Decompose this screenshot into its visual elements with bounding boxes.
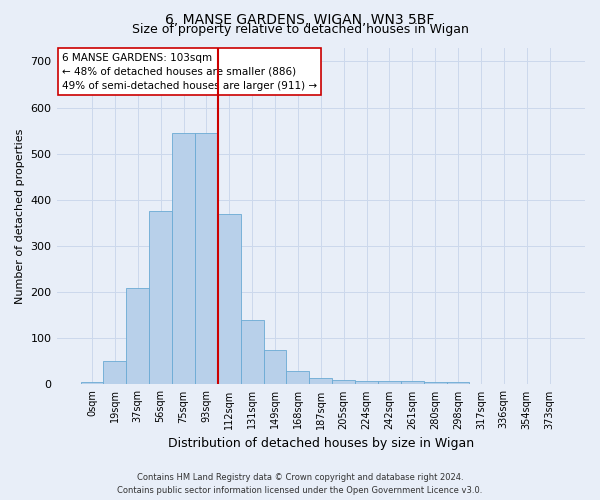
Bar [172, 133, 195, 384]
Bar [241, 320, 263, 384]
X-axis label: Distribution of detached houses by size in Wigan: Distribution of detached houses by size … [168, 437, 474, 450]
Bar [80, 382, 103, 384]
Y-axis label: Number of detached properties: Number of detached properties [15, 128, 25, 304]
Bar [401, 381, 424, 384]
Bar [218, 214, 241, 384]
Bar [149, 212, 172, 384]
Bar [195, 133, 218, 384]
Bar [103, 362, 127, 384]
Bar [332, 380, 355, 384]
Text: 6, MANSE GARDENS, WIGAN, WN3 5BF: 6, MANSE GARDENS, WIGAN, WN3 5BF [166, 12, 434, 26]
Bar [378, 381, 401, 384]
Text: 6 MANSE GARDENS: 103sqm
← 48% of detached houses are smaller (886)
49% of semi-d: 6 MANSE GARDENS: 103sqm ← 48% of detache… [62, 52, 317, 90]
Text: Size of property relative to detached houses in Wigan: Size of property relative to detached ho… [131, 22, 469, 36]
Bar [446, 382, 469, 384]
Bar [127, 288, 149, 384]
Bar [424, 382, 446, 384]
Bar [310, 378, 332, 384]
Bar [286, 370, 310, 384]
Bar [263, 350, 286, 384]
Text: Contains HM Land Registry data © Crown copyright and database right 2024.
Contai: Contains HM Land Registry data © Crown c… [118, 473, 482, 495]
Bar [355, 381, 378, 384]
